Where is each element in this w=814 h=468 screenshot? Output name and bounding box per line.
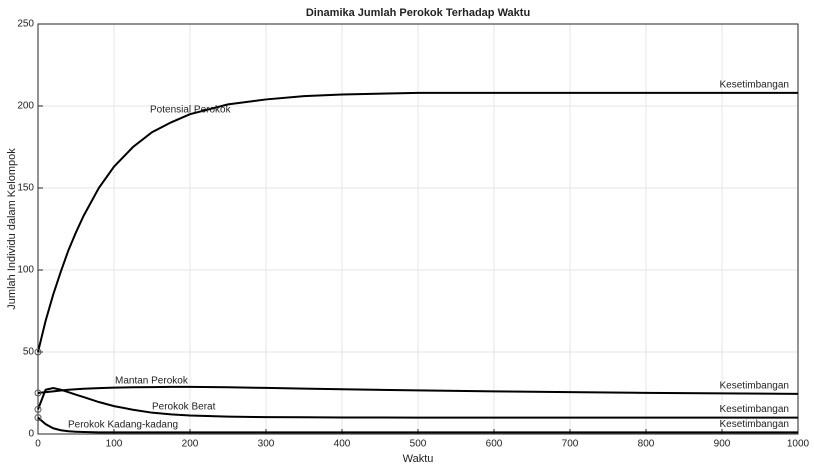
equilibrium-label: Kesetimbangan bbox=[720, 80, 790, 91]
y-tick-label: 200 bbox=[17, 101, 34, 112]
equilibrium-label: Kesetimbangan bbox=[720, 404, 790, 415]
series-line bbox=[37, 387, 798, 419]
y-tick-label: 250 bbox=[17, 19, 34, 30]
initial-point bbox=[34, 414, 42, 422]
series-label: Perokok Berat bbox=[152, 402, 216, 413]
y-tick-label: 0 bbox=[28, 429, 34, 440]
x-tick-label: 1000 bbox=[787, 439, 810, 450]
x-tick-label: 500 bbox=[410, 439, 427, 450]
x-tick-label: 300 bbox=[258, 439, 275, 450]
series-label: Mantan Perokok bbox=[115, 376, 189, 387]
series-line bbox=[37, 416, 798, 434]
y-tick-label: 50 bbox=[23, 347, 35, 358]
x-tick-label: 400 bbox=[334, 439, 351, 450]
x-tick-label: 700 bbox=[562, 439, 579, 450]
initial-point bbox=[34, 405, 42, 413]
initial-point bbox=[34, 389, 42, 397]
series-line bbox=[37, 385, 799, 395]
x-tick-label: 200 bbox=[182, 439, 199, 450]
series-label: Potensial Perokok bbox=[150, 105, 232, 116]
equilibrium-label: Kesetimbangan bbox=[720, 419, 790, 430]
x-tick-label: 0 bbox=[35, 439, 41, 450]
x-tick-label: 600 bbox=[486, 439, 503, 450]
x-tick-label: 800 bbox=[638, 439, 655, 450]
x-tick-label: 900 bbox=[714, 439, 731, 450]
plot-frame bbox=[37, 23, 799, 435]
y-tick-label: 100 bbox=[17, 265, 34, 276]
series-label: Perokok Kadang-kadang bbox=[68, 420, 178, 431]
x-tick-label: 100 bbox=[106, 439, 123, 450]
y-tick-label: 150 bbox=[17, 183, 34, 194]
initial-point bbox=[34, 348, 42, 356]
y-axis-label: Jumlah Individu dalam Kelompok bbox=[6, 148, 18, 310]
x-axis-label: Waktu bbox=[403, 453, 434, 465]
chart-title: Dinamika Jumlah Perokok Terhadap Waktu bbox=[306, 7, 530, 19]
equilibrium-label: Kesetimbangan bbox=[720, 380, 790, 391]
series-line bbox=[37, 91, 798, 353]
